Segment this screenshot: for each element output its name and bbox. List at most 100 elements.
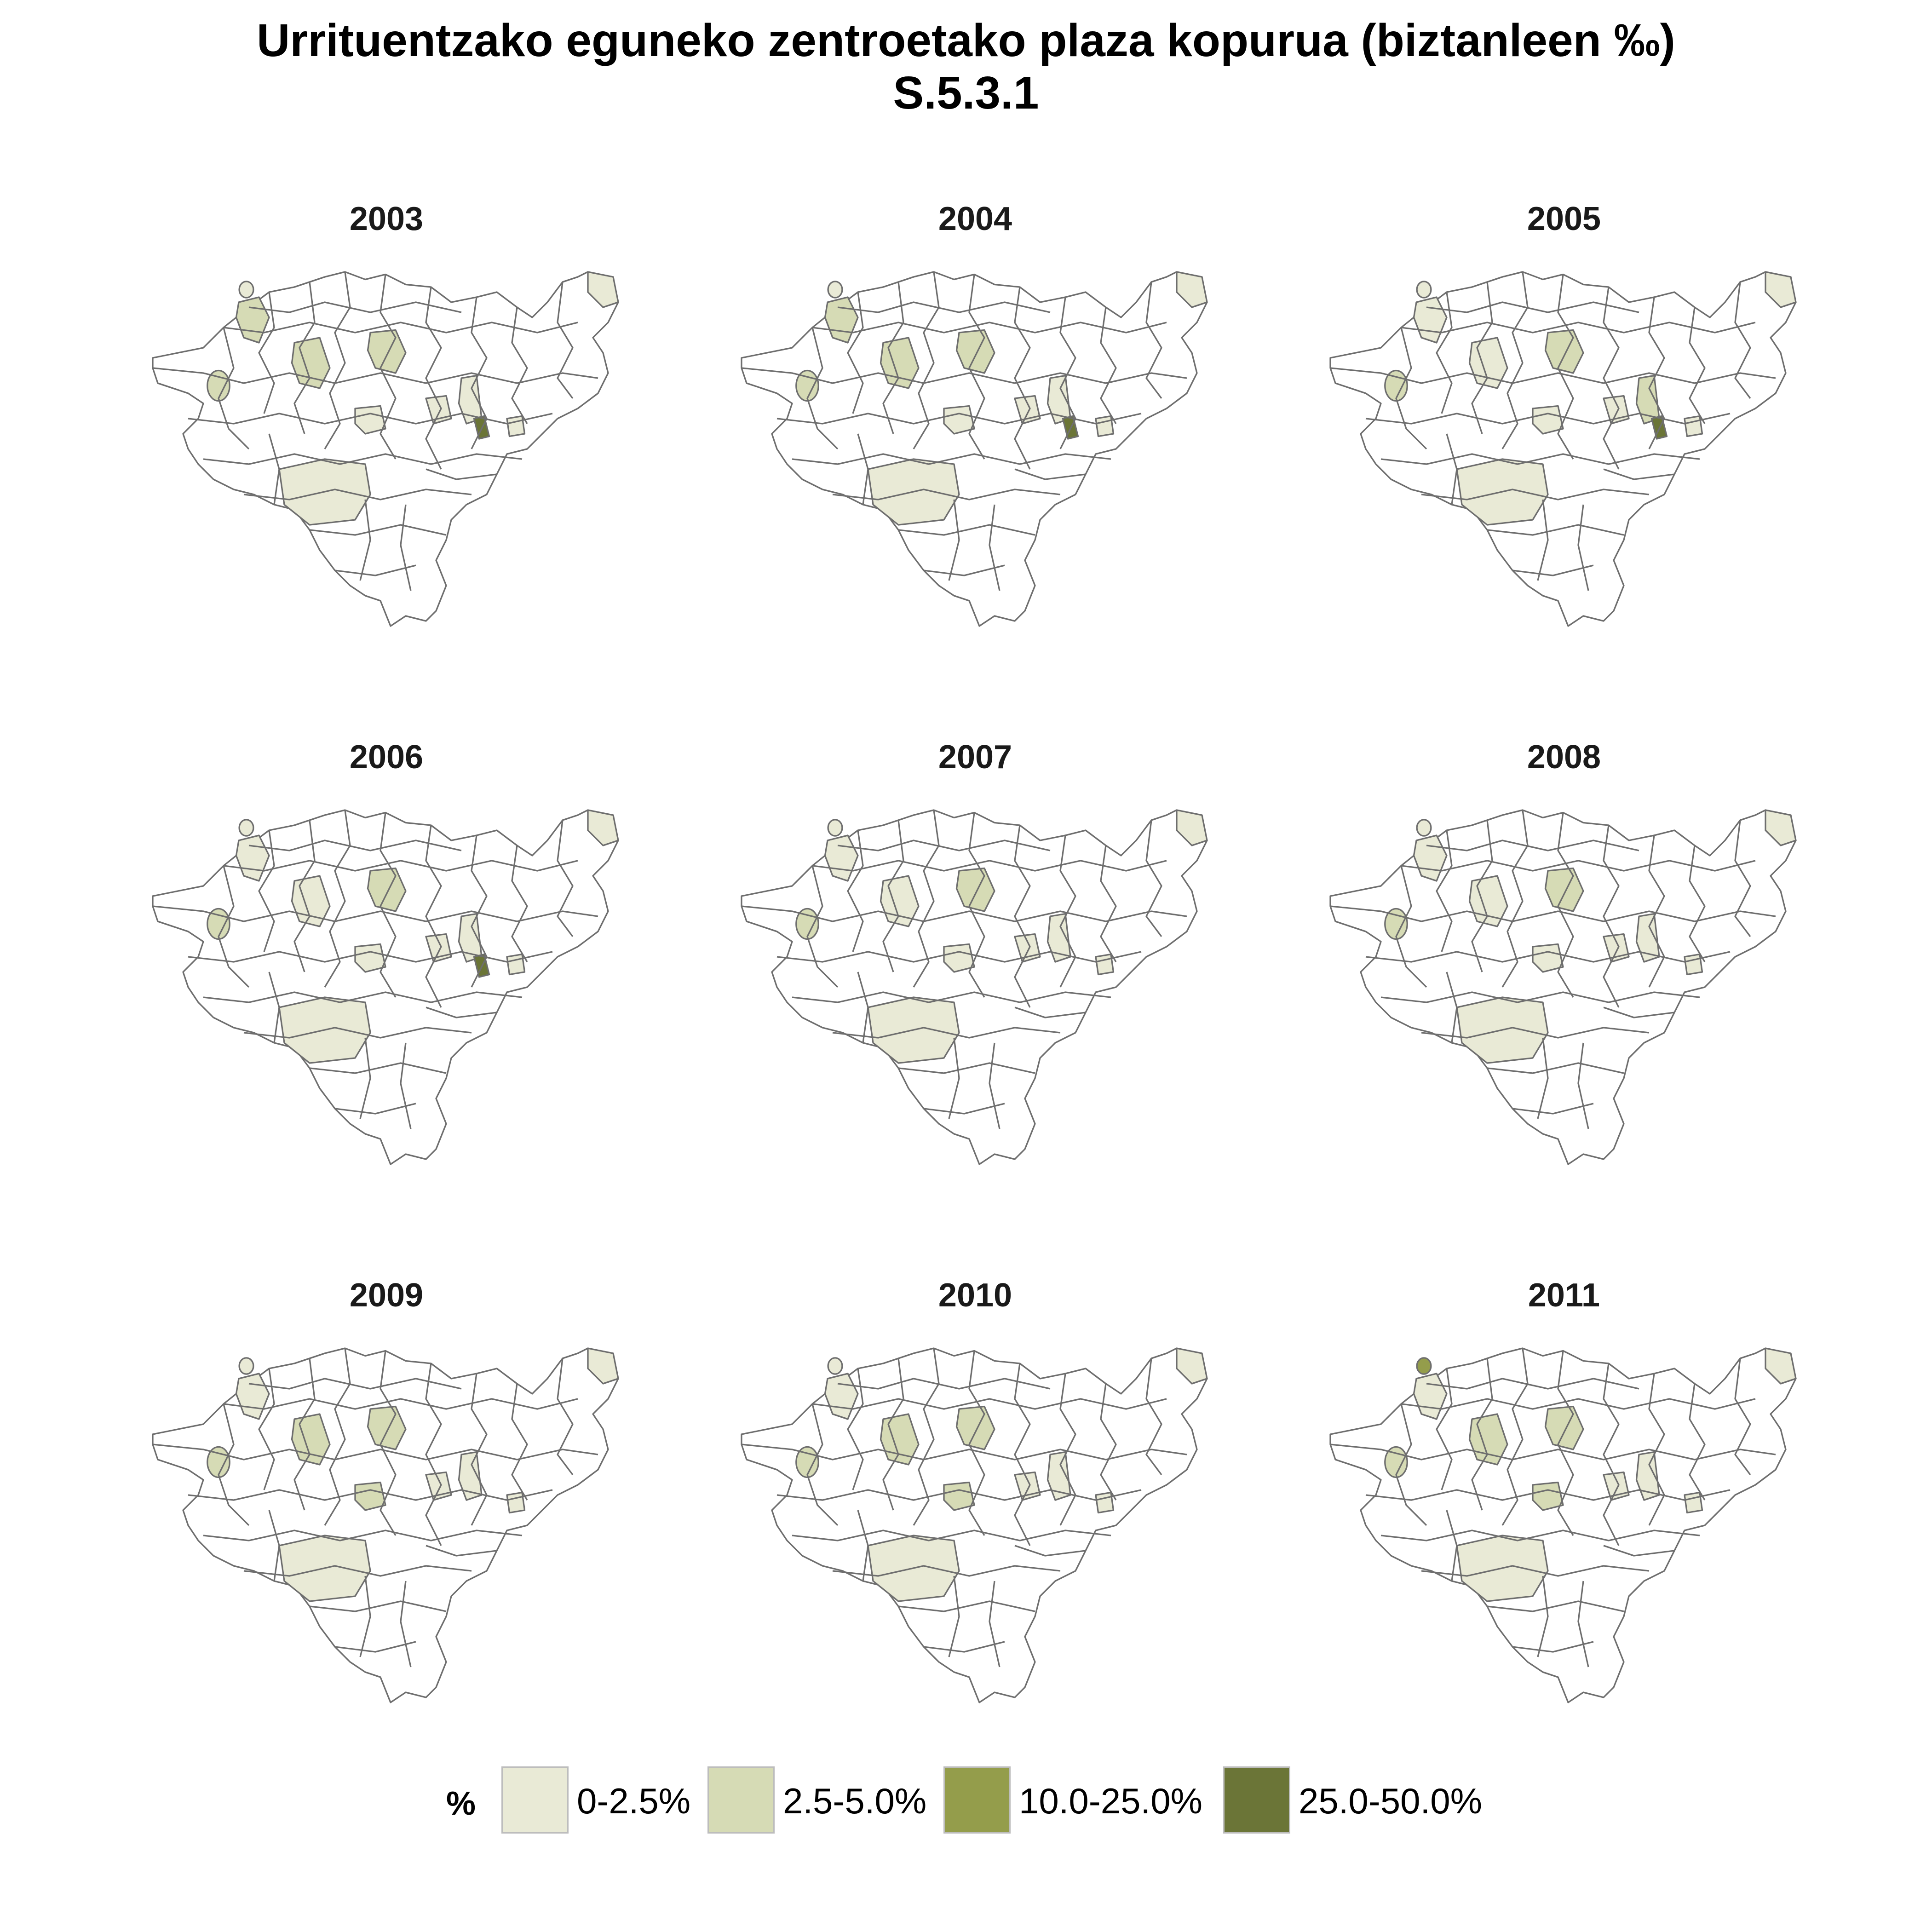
municipal-border xyxy=(1145,820,1162,937)
legend-swatch-0 xyxy=(501,1766,569,1834)
panel-year-label: 2006 xyxy=(349,739,424,776)
region-northEast xyxy=(1765,809,1797,846)
choropleth-map xyxy=(741,271,1208,627)
municipal-border xyxy=(188,951,553,963)
municipal-border xyxy=(989,504,1000,591)
municipal-border xyxy=(243,489,472,500)
municipal-border xyxy=(1365,413,1731,425)
territory-outline xyxy=(741,271,1208,627)
choropleth-map xyxy=(741,809,1208,1165)
municipal-border xyxy=(203,1530,523,1541)
region-eastSmall xyxy=(1684,1491,1703,1514)
region-centerB xyxy=(367,1405,407,1450)
municipal-border xyxy=(1380,453,1700,465)
legend-label-1: 2.5-5.0% xyxy=(783,1781,927,1821)
legend-swatch-3 xyxy=(1223,1766,1290,1834)
municipal-border xyxy=(359,499,371,581)
municipal-border xyxy=(203,453,523,465)
panel-year-label: 2003 xyxy=(349,201,424,237)
region-smallNorth xyxy=(827,819,843,837)
municipal-border xyxy=(1603,287,1620,470)
region-eastSmall xyxy=(1095,953,1115,976)
municipal-border xyxy=(1401,322,1756,334)
municipal-border xyxy=(968,274,985,460)
municipal-border xyxy=(1421,1565,1650,1577)
municipal-border xyxy=(258,830,275,952)
region-northEast xyxy=(1765,271,1797,308)
municipal-border xyxy=(1395,1403,1427,1526)
municipal-border xyxy=(1537,1576,1549,1657)
municipal-border xyxy=(1014,1363,1031,1546)
region-eastSmall xyxy=(1684,415,1703,437)
municipal-border xyxy=(741,905,1187,922)
region-eastSmall xyxy=(1684,953,1703,976)
municipal-border xyxy=(1734,1358,1751,1475)
municipal-border xyxy=(776,1489,1142,1501)
municipal-border xyxy=(218,1403,250,1526)
municipal-border xyxy=(1603,1006,1675,1018)
municipal-border xyxy=(188,413,553,425)
region-east xyxy=(1635,1451,1660,1501)
region-smallNorth xyxy=(238,819,254,837)
region-centerB xyxy=(367,867,407,912)
municipal-border xyxy=(426,1545,497,1557)
panel-year-label: 2011 xyxy=(1528,1277,1600,1314)
municipal-border xyxy=(400,504,412,591)
region-centerC xyxy=(1532,405,1564,435)
municipal-border xyxy=(1603,1363,1620,1546)
choropleth-map xyxy=(1329,271,1797,627)
municipal-border xyxy=(1512,1103,1594,1115)
municipal-border xyxy=(1426,301,1639,313)
municipal-border xyxy=(1436,1368,1453,1490)
municipal-border xyxy=(837,1378,1051,1390)
municipal-border xyxy=(1557,274,1574,460)
region-east xyxy=(1046,1451,1071,1501)
map-panel-2005: 2005 xyxy=(1311,202,1817,718)
region-centerC xyxy=(354,1481,386,1511)
municipal-border xyxy=(426,1006,497,1018)
municipal-border xyxy=(334,1103,416,1115)
municipal-border xyxy=(1100,307,1117,424)
chart-subtitle: S.5.3.1 xyxy=(893,67,1039,119)
municipal-border xyxy=(989,1042,1000,1129)
region-northEast xyxy=(587,271,619,308)
municipal-border xyxy=(557,820,574,937)
municipal-border xyxy=(1603,468,1675,480)
panel-year-label: 2004 xyxy=(938,201,1012,237)
municipal-border xyxy=(1380,1530,1700,1541)
territory-outline xyxy=(741,809,1208,1165)
municipal-border xyxy=(293,820,316,972)
municipal-border xyxy=(309,1600,447,1612)
municipal-border xyxy=(152,367,598,384)
municipal-border xyxy=(857,972,869,1043)
municipal-border xyxy=(882,820,904,972)
municipal-border xyxy=(1689,845,1706,962)
municipal-border xyxy=(812,1398,1167,1410)
municipal-border xyxy=(1145,282,1162,399)
map-panel-2006: 2006 xyxy=(133,741,639,1256)
region-centerB xyxy=(955,329,995,374)
municipal-border xyxy=(832,1027,1061,1039)
municipal-border xyxy=(1557,1351,1574,1536)
region-northEast xyxy=(1176,809,1208,846)
municipal-border xyxy=(1471,820,1493,972)
municipal-border xyxy=(1395,865,1427,988)
municipal-border xyxy=(268,1510,280,1581)
municipal-border xyxy=(882,1358,904,1511)
municipal-border xyxy=(1145,1358,1162,1475)
municipal-border xyxy=(1100,845,1117,962)
region-eastSmall xyxy=(506,953,526,976)
choropleth-map xyxy=(1329,1347,1797,1703)
legend-label-0: 0-2.5% xyxy=(577,1781,691,1821)
region-centerB xyxy=(367,329,407,374)
panel-year-label: 2007 xyxy=(938,739,1012,776)
region-east xyxy=(458,1451,483,1501)
territory-outline xyxy=(152,809,619,1165)
municipal-border xyxy=(1421,489,1650,500)
territory-outline xyxy=(152,271,619,627)
municipal-border xyxy=(1446,433,1458,505)
legend-label-2: 10.0-25.0% xyxy=(1019,1781,1202,1821)
municipal-border xyxy=(1436,292,1453,414)
municipal-border xyxy=(1446,1510,1458,1581)
region-eastSmall xyxy=(506,1491,526,1514)
